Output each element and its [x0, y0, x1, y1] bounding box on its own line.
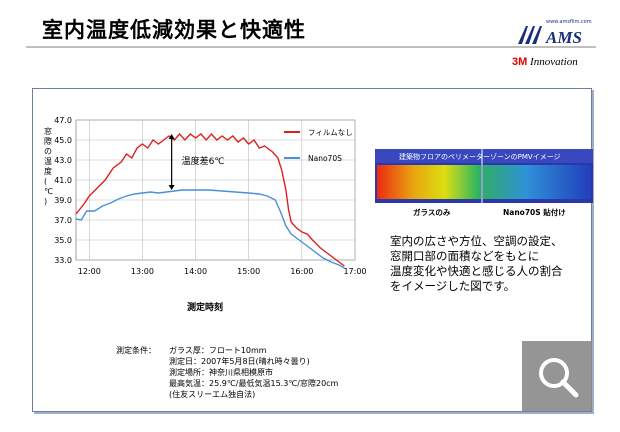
description-line: 窓開口部の面積などをもとに	[390, 249, 540, 263]
glass-only-label: ガラスのみ	[413, 207, 451, 217]
temperature-diff-annotation: 温度差6℃	[182, 155, 225, 167]
title-divider	[26, 46, 596, 48]
slide-title: 室内温度低減効果と快適性	[42, 18, 306, 42]
y-axis-label: 窓際の温度(℃)	[44, 126, 53, 206]
series-line-nano70s	[75, 189, 345, 269]
arrow-head-down	[168, 185, 175, 190]
description-text: 室内の広さや方位、空調の設定、 窓開口部の面積などをもとに 温度変化や快適と感じ…	[390, 234, 590, 294]
condition-line: (住友スリーエム独自法)	[169, 390, 256, 399]
x-tick-label: 16:00	[290, 267, 313, 276]
brand-mark: 3M	[512, 56, 528, 68]
nano70s-applied-label: Nano70S 貼付け	[503, 207, 566, 217]
y-tick-label: 47.0	[54, 116, 72, 125]
condition-line: ガラス厚：フロート10mm	[169, 346, 267, 355]
conditions-label: 測定条件：	[116, 346, 156, 355]
y-tick-label: 37.0	[54, 216, 72, 225]
description-line: 室内の広さや方位、空調の設定、	[390, 234, 563, 248]
condition-line: 測定日：2007年5月8日(晴れ時々曇り)	[169, 357, 310, 366]
condition-line: 最高気温：25.9℃/最低気温15.3℃/窓際20cm	[169, 379, 339, 388]
y-tick-label: 33.0	[54, 256, 72, 265]
search-button[interactable]	[522, 341, 592, 411]
series-line-no-film	[75, 132, 345, 267]
logo-url: www.amsfilm.com	[546, 19, 592, 25]
pmv-thermal-image: 建築物フロアのペリメーターゾーンのPMVイメージ ガラスのみ Nano70S 貼…	[375, 149, 593, 217]
y-tick-label: 43.0	[54, 156, 72, 165]
x-tick-label: 14:00	[184, 267, 207, 276]
brand-3m-innovation: 3M Innovation	[512, 56, 578, 68]
ams-logo-icon	[518, 26, 542, 44]
x-tick-label: 15:00	[237, 267, 260, 276]
y-tick-label: 35.0	[54, 236, 72, 245]
arrow-head-up	[168, 134, 175, 139]
brand-tagline: Innovation	[530, 56, 578, 68]
x-tick-label: 13:00	[131, 267, 154, 276]
description-line: をイメージした図です。	[390, 279, 516, 293]
condition-line: 測定場所：神奈川県相模原市	[169, 368, 273, 377]
x-tick-label: 12:00	[78, 267, 101, 276]
x-axis-label: 測定時刻	[187, 301, 223, 313]
temperature-chart: 47.0 45.0 43.0 41.0 39.0 37.0 35.0 33.0 12:00 13:…	[44, 116, 367, 313]
thermal-caption: 建築物フロアのペリメーターゾーンのPMVイメージ	[399, 152, 561, 161]
y-tick-label: 45.0	[54, 136, 72, 145]
legend-label: フィルムなし	[308, 128, 353, 137]
y-tick-label: 41.0	[54, 176, 72, 185]
y-tick-label: 39.0	[54, 196, 72, 205]
magnifier-icon	[539, 358, 579, 398]
description-line: 温度変化や快適と感じる人の割合	[390, 264, 563, 278]
x-tick-label: 17:00	[343, 267, 366, 276]
logo-text: AMS	[546, 28, 582, 47]
legend-label: Nano70S	[308, 154, 342, 163]
